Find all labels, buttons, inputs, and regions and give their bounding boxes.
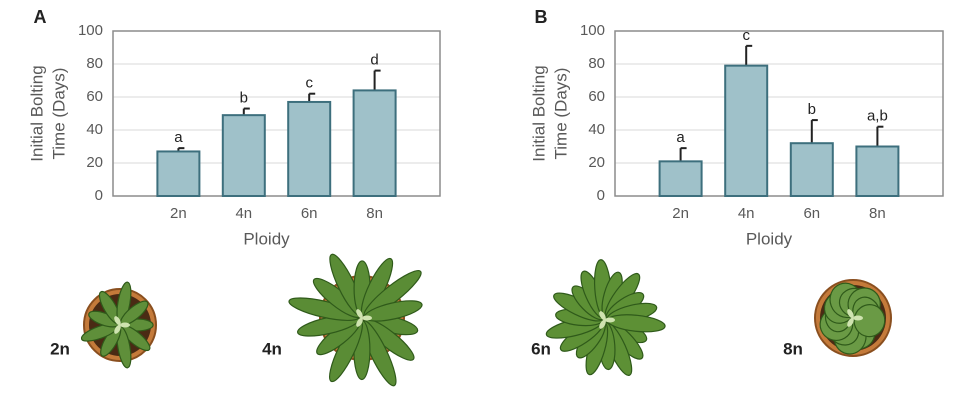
y-tick-label: 100 [78,22,103,39]
x-tick-label: 2n [170,205,187,222]
leaf-center [356,317,363,327]
y-tick-label: 60 [86,88,103,105]
y-axis-label: Initial Bolting [27,65,46,161]
x-axis-label: Ploidy [243,229,290,248]
bar [352,89,397,197]
x-tick-label: 8n [366,205,383,222]
panel-label: A [34,7,47,27]
bar [287,100,332,197]
significance-letter: b [808,101,816,118]
significance-letter: c [305,75,313,92]
y-tick-label: 0 [597,187,605,204]
x-tick-label: 6n [301,205,318,222]
leaf-center [853,315,863,321]
significance-letter: c [742,27,750,44]
x-axis-label: Ploidy [746,229,793,248]
leaf-center [114,324,121,334]
significance-letter: a [174,129,183,146]
significance-letter: b [240,90,248,107]
y-tick-label: 60 [588,88,605,105]
bar [156,150,201,197]
plant-label: 2n [50,339,70,358]
x-tick-label: 6n [803,205,820,222]
plant-illustration [545,259,666,376]
leaf-center [599,311,606,321]
x-tick-label: 8n [869,205,886,222]
x-tick-label: 2n [672,205,689,222]
y-tick-label: 80 [588,55,605,72]
significance-letter: d [370,52,378,69]
leaf-center [599,319,606,329]
y-axis-label: Initial Bolting [529,65,548,161]
plant-illustration [814,279,892,357]
panel-label: B [535,7,548,27]
y-axis-label: Time (Days) [551,68,570,160]
leaf-center [362,315,372,321]
significance-letter: a,b [867,108,888,125]
bar [789,142,834,197]
bar [658,160,703,198]
y-axis-label: Time (Days) [49,68,68,160]
leaf-center [114,316,121,326]
x-tick-label: 4n [235,205,252,222]
bar [724,64,769,198]
leaf-center [847,317,854,327]
leaf-center [120,322,130,328]
plant-illustration [80,281,157,369]
significance-letter: a [676,129,685,146]
bar [855,145,900,197]
y-tick-label: 40 [86,121,103,138]
bar [221,114,266,197]
y-tick-label: 0 [95,187,103,204]
plant-label: 4n [262,339,282,358]
plot-frame [614,30,944,197]
y-tick-label: 20 [588,154,605,171]
y-tick-label: 80 [86,55,103,72]
y-tick-label: 20 [86,154,103,171]
plot-frame [112,30,441,197]
y-tick-label: 40 [588,121,605,138]
leaf-center [847,309,854,319]
leaf-center [356,309,363,319]
plant-label: 6n [531,339,551,358]
plant-label: 8n [783,339,803,358]
leaf-center [605,317,615,323]
x-tick-label: 4n [738,205,755,222]
plant-illustration [288,253,423,387]
y-tick-label: 100 [580,22,605,39]
